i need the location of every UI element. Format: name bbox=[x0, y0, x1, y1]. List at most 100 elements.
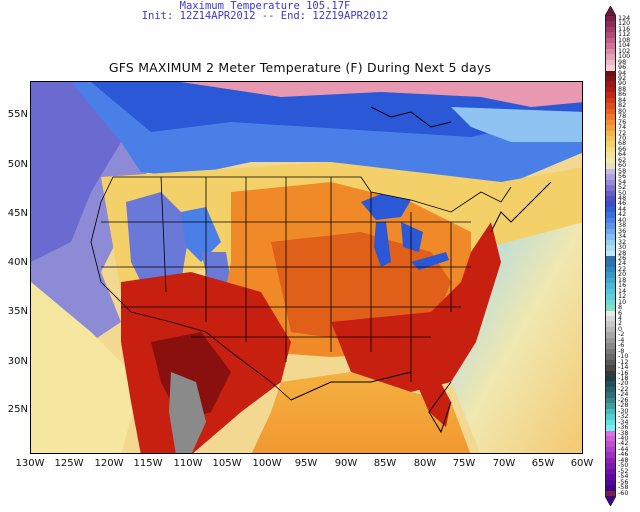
colorbar-swatch bbox=[605, 119, 616, 126]
colorbar-swatch bbox=[605, 21, 616, 28]
colorbar-label: 20 bbox=[618, 270, 627, 279]
colorbar-swatch bbox=[605, 359, 616, 366]
gulf-of-mexico bbox=[251, 372, 471, 453]
colorbar-swatch bbox=[605, 43, 616, 50]
colorbar-label: 40 bbox=[618, 215, 627, 224]
colorbar-label: 24 bbox=[618, 259, 627, 268]
colorbar-label: 28 bbox=[618, 248, 627, 257]
colorbar-label: 50 bbox=[618, 188, 627, 197]
lon-label-120w: 120W bbox=[94, 458, 124, 469]
colorbar-label: 80 bbox=[618, 106, 627, 115]
colorbar-label: 6 bbox=[618, 308, 623, 317]
lon-label-95w: 95W bbox=[294, 458, 318, 469]
colorbar-label: 74 bbox=[618, 123, 627, 132]
colorbar-swatch bbox=[605, 316, 616, 322]
colorbar-label: 94 bbox=[618, 68, 627, 77]
colorbar-swatch bbox=[605, 239, 616, 246]
colorbar-swatch bbox=[605, 217, 616, 224]
colorbar-swatch bbox=[605, 228, 616, 235]
colorbar-swatch bbox=[605, 179, 616, 186]
colorbar-label: 124 bbox=[618, 14, 631, 22]
colorbar-label: 2 bbox=[618, 319, 623, 328]
colorbar-label: 18 bbox=[618, 275, 627, 284]
colorbar-swatch bbox=[605, 326, 616, 333]
colorbar-label: -42 bbox=[618, 439, 629, 448]
lake-superior bbox=[361, 194, 411, 220]
colorbar-label: -46 bbox=[618, 450, 629, 459]
florida-red bbox=[411, 362, 451, 427]
colorbar-label: 100 bbox=[618, 52, 631, 61]
colorbar-swatch bbox=[605, 436, 616, 442]
colorbar-label: 90 bbox=[618, 79, 627, 88]
colorbar-swatch bbox=[605, 310, 616, 317]
colorbar-swatch bbox=[605, 294, 616, 301]
lat-label-50n: 50N bbox=[7, 159, 28, 170]
map-canvas bbox=[31, 82, 582, 453]
colorbar-label: 52 bbox=[618, 183, 627, 192]
colorbar-swatch bbox=[605, 201, 616, 208]
colorbar-label: -50 bbox=[618, 461, 629, 470]
colorbar-label: 54 bbox=[618, 177, 627, 186]
colorbar-swatch bbox=[605, 386, 616, 393]
colorbar-swatch bbox=[605, 446, 616, 453]
colorbar-label: -56 bbox=[618, 477, 629, 486]
colorbar-swatch bbox=[605, 196, 616, 202]
colorbar-label: -58 bbox=[618, 483, 629, 492]
colorbar-swatch bbox=[605, 108, 616, 115]
colorbar-swatch bbox=[605, 474, 616, 481]
colorbar-swatch bbox=[605, 479, 616, 486]
rockies-cold-2 bbox=[181, 207, 221, 262]
colorbar-swatch bbox=[605, 370, 616, 377]
colorbar-swatch bbox=[605, 234, 616, 241]
colorbar-label: -34 bbox=[618, 417, 629, 426]
colorbar-swatch bbox=[605, 125, 616, 132]
colorbar-swatch bbox=[605, 463, 616, 470]
colorbar-swatch bbox=[605, 414, 616, 421]
colorbar-label: 4 bbox=[618, 314, 623, 322]
colorbar-label: -60 bbox=[618, 488, 629, 497]
colorbar-label: 58 bbox=[618, 166, 627, 175]
colorbar-label: 102 bbox=[618, 46, 631, 55]
colorbar-label: 16 bbox=[618, 281, 627, 290]
colorbar-label: -28 bbox=[618, 401, 629, 410]
colorbar-label: 96 bbox=[618, 63, 627, 72]
lon-label-110w: 110W bbox=[173, 458, 203, 469]
colorbar-label: 98 bbox=[618, 57, 627, 66]
header-init-end: Init: 12Z14APR2012 -- End: 12Z19APR2012 bbox=[141, 10, 389, 22]
colorbar-label: -26 bbox=[618, 395, 629, 404]
colorbar-label: -6 bbox=[618, 341, 625, 350]
colorbar-label: 10 bbox=[618, 297, 627, 306]
colorbar-label: 44 bbox=[618, 204, 627, 213]
colorbar-swatch bbox=[605, 141, 616, 148]
colorbar-swatch bbox=[605, 288, 616, 295]
colorbar-swatch bbox=[605, 266, 616, 273]
colorbar-label: 0 bbox=[618, 324, 623, 333]
colorbar-label: 88 bbox=[618, 84, 627, 93]
lat-label-55n: 55N bbox=[7, 109, 28, 120]
colorbar-label: -40 bbox=[618, 434, 629, 442]
colorbar-swatch bbox=[605, 223, 616, 230]
colorbar-swatch bbox=[605, 425, 616, 432]
colorbar-swatch bbox=[605, 321, 616, 328]
lat-label-25n: 25N bbox=[7, 404, 28, 415]
colorbar-label: -16 bbox=[618, 368, 629, 377]
pacific-pale bbox=[31, 282, 141, 453]
colorbar-swatch bbox=[605, 54, 616, 61]
southeast-red bbox=[331, 222, 501, 392]
colorbar-label: 82 bbox=[618, 101, 627, 110]
lon-label-80w: 80W bbox=[413, 458, 437, 469]
colorbar-label: -14 bbox=[618, 363, 629, 372]
lon-label-85w: 85W bbox=[373, 458, 397, 469]
colorbar-label: 112 bbox=[618, 30, 631, 39]
colorbar-swatch bbox=[605, 59, 616, 66]
colorbar-label: 12 bbox=[618, 292, 627, 301]
colorbar-swatch bbox=[605, 32, 616, 39]
colorbar-swatch bbox=[605, 392, 616, 399]
pacific-blue bbox=[31, 82, 131, 262]
colorbar-label: 76 bbox=[618, 117, 627, 126]
colorbar-label: 86 bbox=[618, 90, 627, 99]
temperature-map bbox=[30, 81, 583, 454]
colorbar-label: 30 bbox=[618, 243, 627, 252]
colorbar-label: -18 bbox=[618, 374, 629, 382]
colorbar-swatch bbox=[605, 397, 616, 404]
